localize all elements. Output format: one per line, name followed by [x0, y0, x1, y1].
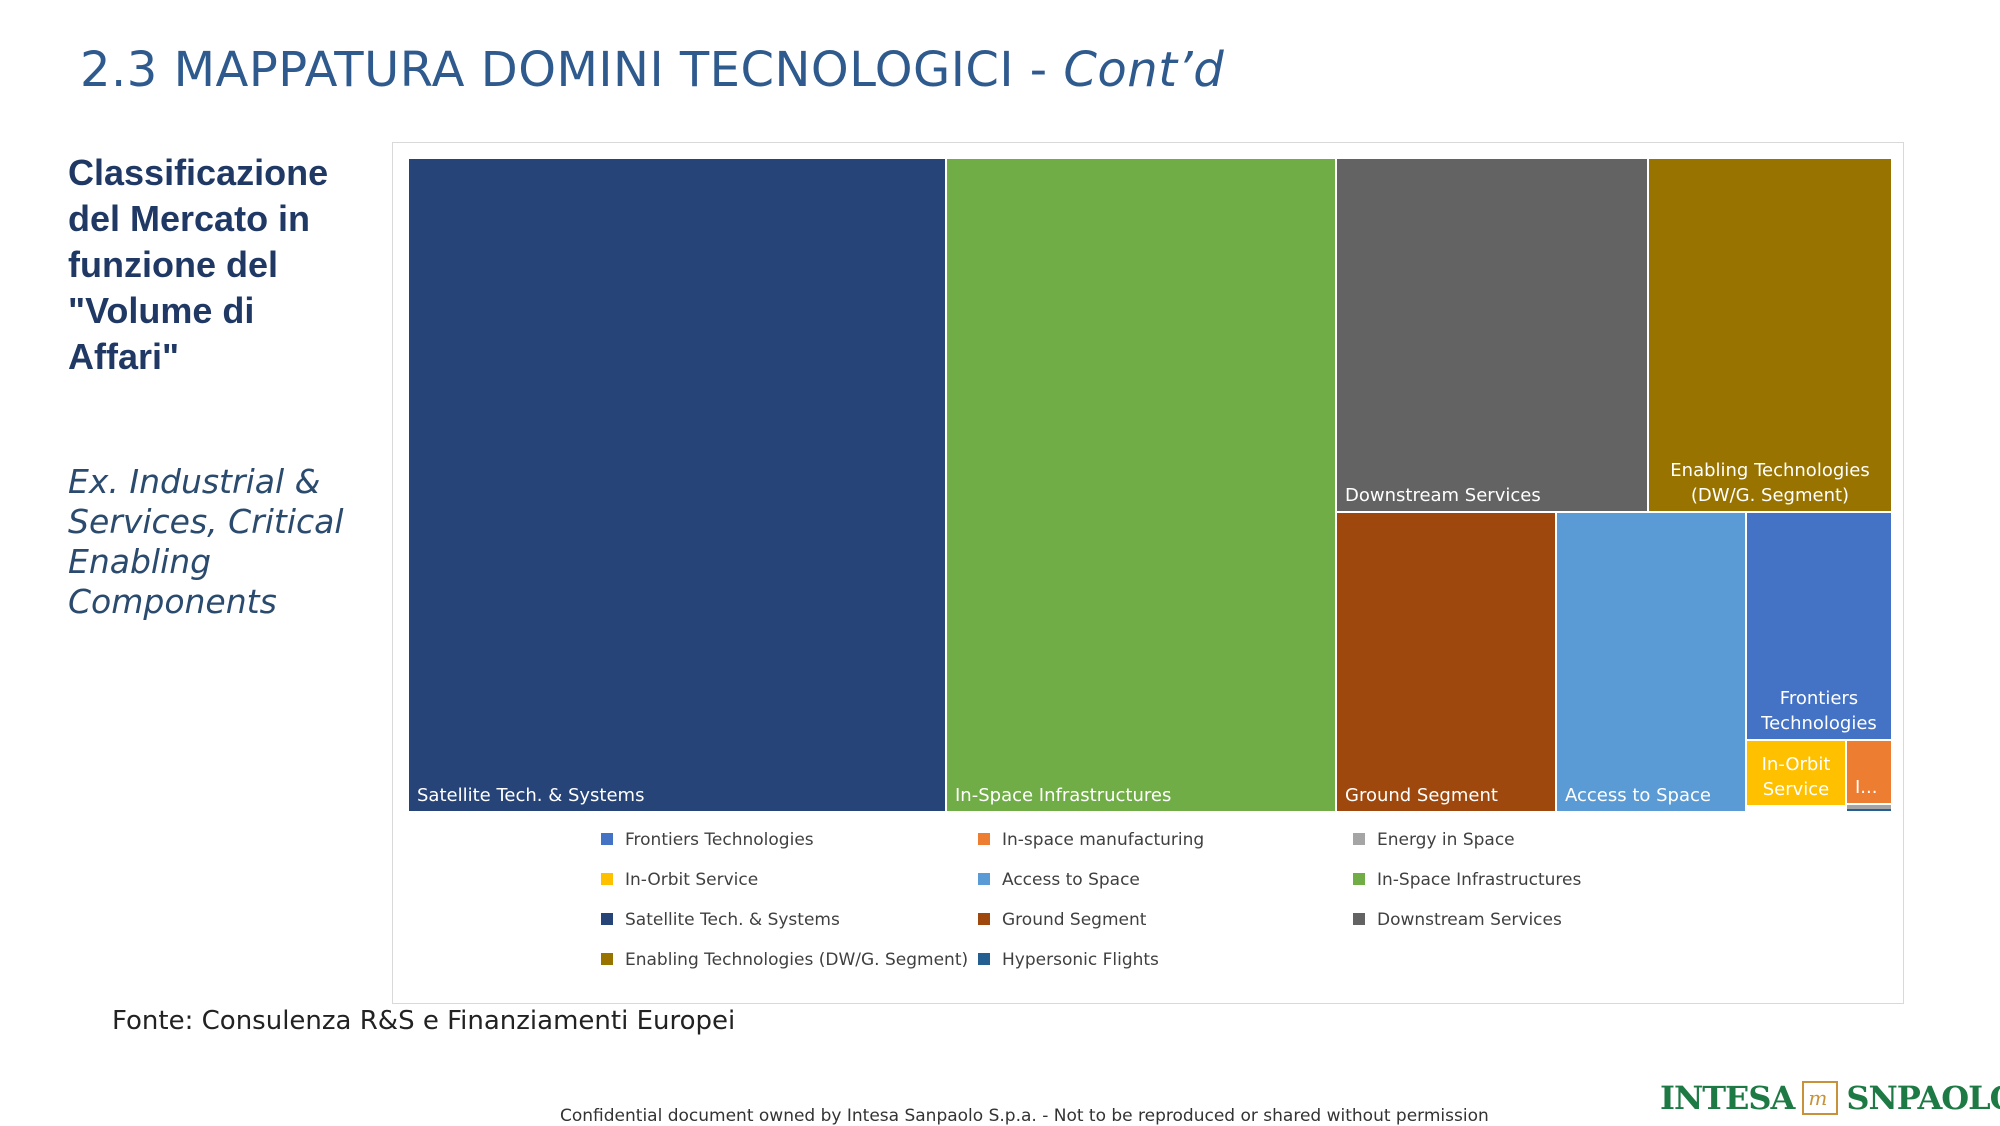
treemap-tile-hypersonic-flights	[1847, 809, 1891, 811]
treemap-tile-in-space-manufacturing	[1847, 741, 1891, 803]
slide-title-cont: Cont’d	[1063, 42, 1225, 98]
treemap-label-ground-segment: Ground Segment	[1345, 785, 1498, 806]
legend-swatch-ground-segment	[978, 913, 990, 925]
legend-swatch-energy-in-space	[1353, 833, 1365, 845]
legend-swatch-satellite-tech-systems	[601, 913, 613, 925]
treemap-label-in-space-manufacturing: I...	[1855, 777, 1877, 798]
treemap-label-downstream-services: Downstream Services	[1345, 485, 1541, 506]
treemap-tile-satellite-tech-systems	[409, 159, 945, 811]
legend-label-enabling-technologies-dw-g-segment: Enabling Technologies (DW/G. Segment)	[625, 950, 968, 970]
slide-title: 2.3 MAPPATURA DOMINI TECNOLOGICI - Cont’…	[80, 42, 1224, 98]
treemap-label-frontiers-technologies: Frontiers Technologies	[1760, 688, 1877, 734]
source-note: Fonte: Consulenza R&S e Finanziamenti Eu…	[112, 1006, 736, 1036]
legend-swatch-in-space-manufacturing	[978, 833, 990, 845]
legend-swatch-in-orbit-service	[601, 873, 613, 885]
treemap-tile-downstream-services	[1337, 159, 1647, 511]
treemap-label-in-space-infrastructures: In-Space Infrastructures	[955, 785, 1171, 806]
treemap-tile-in-orbit-service	[1747, 741, 1845, 805]
legend-swatch-hypersonic-flights	[978, 953, 990, 965]
treemap-tile-energy-in-space	[1847, 805, 1891, 809]
side-heading: Classificazione del Mercato in funzione …	[68, 152, 329, 377]
treemap-tile-enabling-technologies-dw-g-segment	[1649, 159, 1891, 511]
treemap-chart-frame: Satellite Tech. & Systems In-Space Infras…	[392, 142, 1904, 1004]
logo-mark: m	[1802, 1081, 1839, 1115]
slide-title-main: 2.3 MAPPATURA DOMINI TECNOLOGICI -	[80, 42, 1064, 98]
logo-word-right: SNPAOLO	[1846, 1079, 2000, 1117]
legend-label-in-orbit-service: In-Orbit Service	[625, 870, 758, 890]
legend-swatch-enabling-technologies-dw-g-segment	[601, 953, 613, 965]
treemap-label-satellite-tech-systems: Satellite Tech. & Systems	[417, 785, 644, 806]
legend-label-satellite-tech-systems: Satellite Tech. & Systems	[625, 910, 840, 930]
legend-label-ground-segment: Ground Segment	[1002, 910, 1147, 930]
treemap-tile-in-space-infrastructures	[947, 159, 1335, 811]
treemap-chart: Satellite Tech. & Systems In-Space Infras…	[409, 159, 1891, 970]
treemap-label-in-orbit-service: In-Orbit Service	[1762, 754, 1831, 800]
footer-disclaimer: Confidential document owned by Intesa Sa…	[560, 1106, 1489, 1126]
legend-label-in-space-manufacturing: In-space manufacturing	[1002, 830, 1204, 850]
treemap-label-enabling-technologies-dw-g-segment: Enabling Technologies (DW/G. Segment)	[1670, 460, 1869, 506]
legend-swatch-frontiers-technologies	[601, 833, 613, 845]
treemap-tile-frontiers-technologies	[1747, 513, 1891, 739]
legend-label-in-space-infrastructures: In-Space Infrastructures	[1377, 870, 1581, 890]
legend-label-frontiers-technologies: Frontiers Technologies	[625, 830, 814, 850]
treemap-label-access-to-space: Access to Space	[1565, 785, 1711, 806]
intesa-sanpaolo-logo: INTESA m SNPAOLO	[1660, 1076, 2000, 1120]
legend-label-downstream-services: Downstream Services	[1377, 910, 1562, 930]
legend-swatch-downstream-services	[1353, 913, 1365, 925]
treemap-tile-access-to-space	[1557, 513, 1745, 811]
logo-word-left: INTESA	[1660, 1079, 1795, 1117]
legend-swatch-in-space-infrastructures	[1353, 873, 1365, 885]
legend-label-energy-in-space: Energy in Space	[1377, 830, 1515, 850]
legend-swatch-access-to-space	[978, 873, 990, 885]
treemap-tile-ground-segment	[1337, 513, 1555, 811]
legend-label-access-to-space: Access to Space	[1002, 870, 1140, 890]
side-subheading: Ex. Industrial & Services, Critical Enab…	[68, 462, 344, 621]
legend-label-hypersonic-flights: Hypersonic Flights	[1002, 950, 1159, 970]
